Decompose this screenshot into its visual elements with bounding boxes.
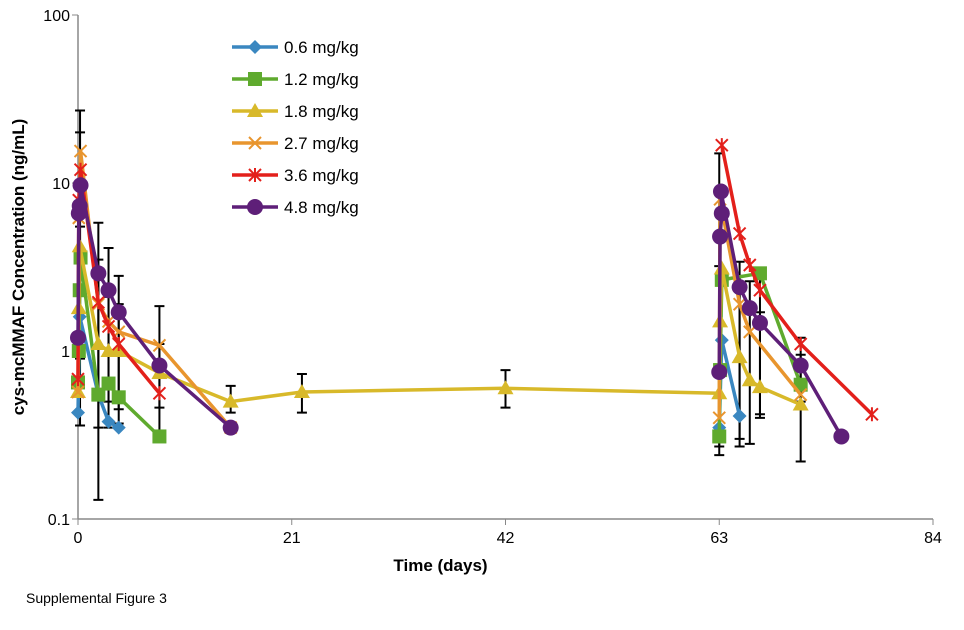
data-point <box>100 282 117 299</box>
data-point <box>73 144 88 158</box>
legend-label: 3.6 mg/kg <box>284 166 359 185</box>
data-point <box>71 197 88 214</box>
data-point <box>712 411 726 425</box>
legend-entry: 4.8 mg/kg <box>232 198 359 217</box>
data-point <box>152 338 167 353</box>
x-tick-label: 0 <box>74 530 83 547</box>
data-point <box>111 390 126 405</box>
legend-entry: 0.6 mg/kg <box>232 38 359 57</box>
legend-marker <box>248 168 262 182</box>
series-line <box>720 144 874 416</box>
data-point <box>792 396 809 411</box>
data-point <box>71 372 85 387</box>
series-0-6-mg-kg <box>71 309 747 435</box>
y-axis-title: cys-mcMMAF Concentration (ng/mL) <box>9 119 28 416</box>
data-point <box>712 228 729 245</box>
data-point <box>793 387 808 402</box>
legend-label: 4.8 mg/kg <box>284 198 359 217</box>
x-tick-label: 21 <box>283 530 301 547</box>
data-point <box>793 337 808 352</box>
data-point <box>152 429 167 444</box>
data-point <box>713 205 730 222</box>
data-point <box>71 405 85 420</box>
x-tick-label: 84 <box>924 530 942 547</box>
error-bars <box>75 109 806 501</box>
legend-marker <box>247 199 263 215</box>
data-point <box>497 380 514 395</box>
data-point <box>712 429 727 444</box>
data-point <box>152 386 167 401</box>
legend-entry: 1.8 mg/kg <box>232 102 359 121</box>
data-point <box>90 336 107 351</box>
legend-entry: 3.6 mg/kg <box>232 166 359 185</box>
legend-entry: 2.7 mg/kg <box>232 134 359 153</box>
legend-label: 1.2 mg/kg <box>284 70 359 89</box>
data-point <box>741 300 758 317</box>
data-point <box>293 384 310 399</box>
data-point <box>101 319 116 334</box>
x-axis-title: Time (days) <box>393 556 487 575</box>
data-point <box>70 329 86 346</box>
data-point <box>743 258 757 273</box>
data-point <box>222 419 239 436</box>
y-tick-label: 10 <box>52 176 70 193</box>
data-point <box>90 265 107 282</box>
legend-marker <box>247 103 263 117</box>
legend-label: 1.8 mg/kg <box>284 102 359 121</box>
legend-entry: 1.2 mg/kg <box>232 70 359 89</box>
data-point <box>71 385 85 399</box>
data-point <box>753 283 767 298</box>
figure-caption: Supplemental Figure 3 <box>26 590 167 606</box>
legend-marker <box>248 40 262 54</box>
legend-marker <box>248 72 262 86</box>
data-point <box>151 357 168 374</box>
data-point <box>91 387 106 402</box>
data-point <box>731 279 748 296</box>
data-point <box>72 177 89 194</box>
data-point <box>731 349 748 364</box>
data-point <box>865 407 879 422</box>
data-point <box>110 304 127 321</box>
data-point <box>100 343 117 357</box>
data-point <box>91 295 106 310</box>
data-point <box>112 337 126 352</box>
data-point <box>732 409 747 424</box>
data-point <box>741 372 758 387</box>
series-4-8-mg-kg <box>70 177 850 445</box>
data-point <box>101 376 116 391</box>
legend-label: 0.6 mg/kg <box>284 38 359 57</box>
y-tick-label: 100 <box>43 8 70 25</box>
series-1-2-mg-kg <box>71 250 808 444</box>
data-point <box>715 138 729 153</box>
data-point <box>751 379 768 394</box>
series-line <box>76 244 802 407</box>
data-point <box>712 183 729 200</box>
x-tick-label: 63 <box>710 530 728 547</box>
data-point <box>732 226 747 241</box>
data-point <box>713 260 730 275</box>
data-point <box>833 428 850 445</box>
y-tick-label: 1 <box>61 344 70 361</box>
data-point <box>752 266 767 281</box>
legend-label: 2.7 mg/kg <box>284 134 359 153</box>
x-tick-label: 42 <box>497 530 515 547</box>
series-3-6-mg-kg <box>71 138 879 422</box>
data-point <box>222 393 239 408</box>
data-point <box>792 357 809 374</box>
data-point <box>111 420 126 435</box>
data-point <box>751 314 768 331</box>
data-point <box>711 363 728 380</box>
legend-marker <box>248 136 262 150</box>
data-point <box>73 162 88 177</box>
data-point <box>101 414 116 429</box>
y-tick-label: 0.1 <box>48 512 70 529</box>
